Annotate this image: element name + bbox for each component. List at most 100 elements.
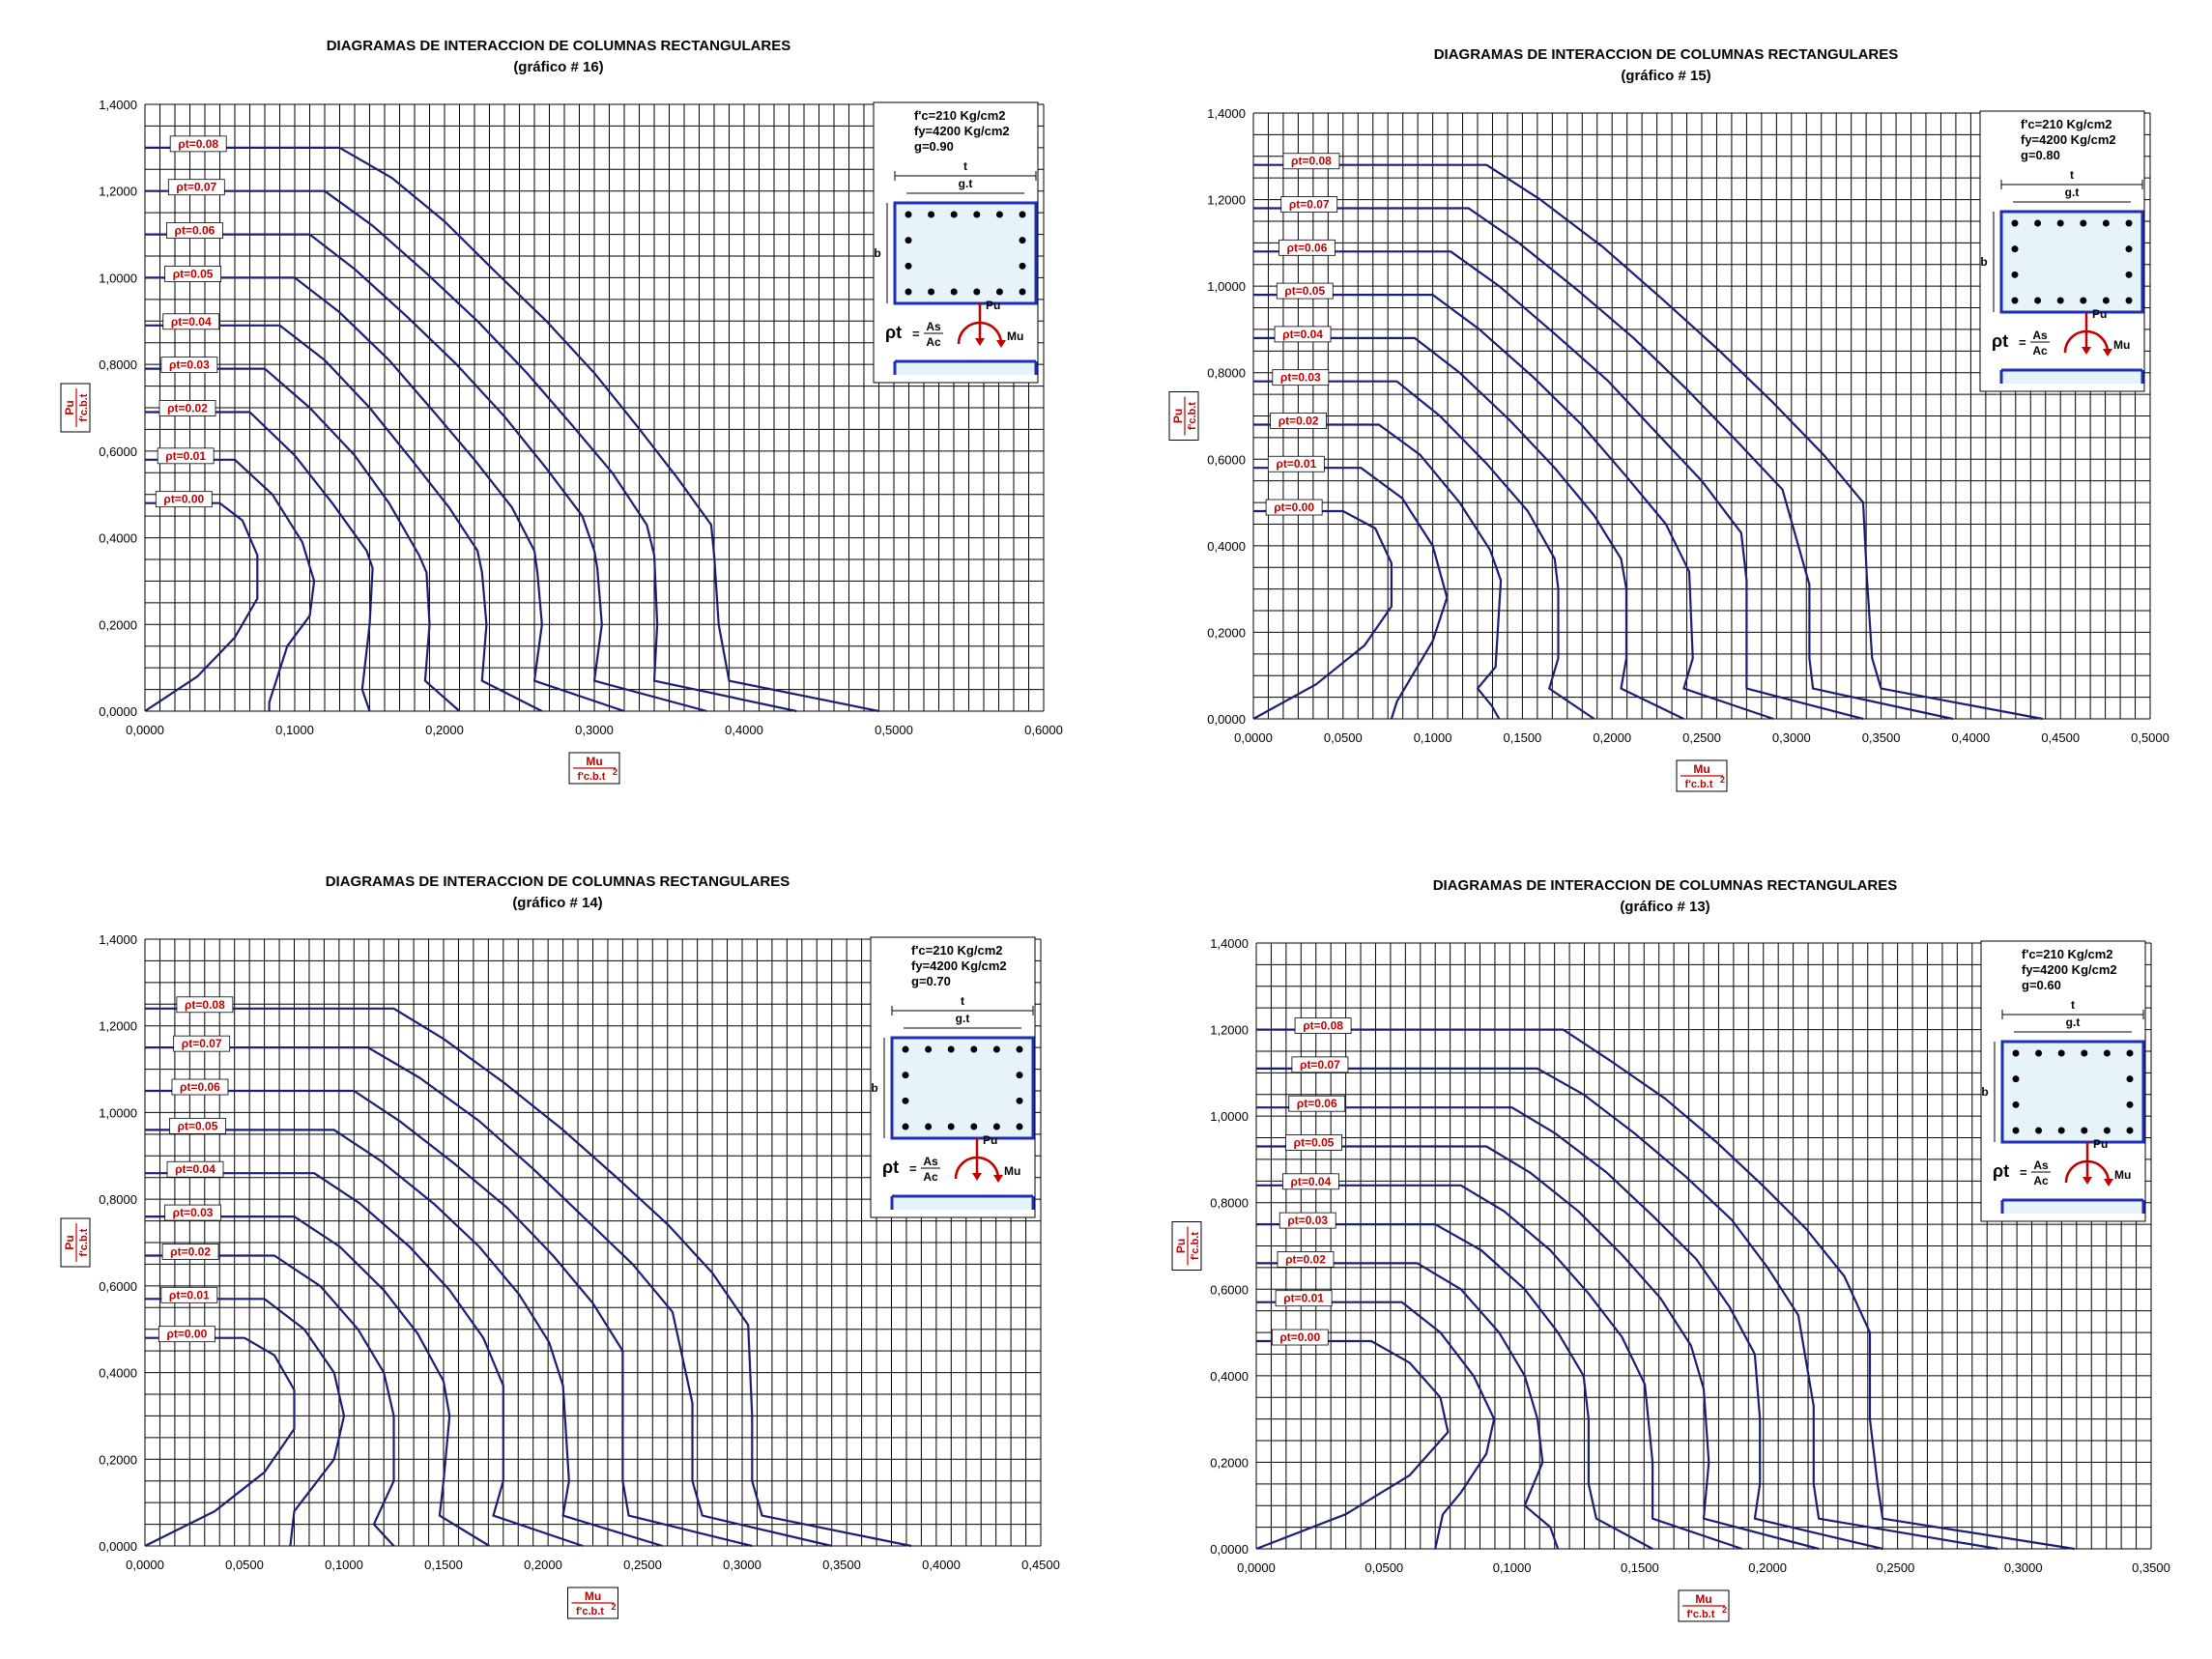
rebar-dot	[947, 1045, 955, 1053]
rebar-dot	[973, 211, 981, 218]
rebar-dot	[2034, 297, 2042, 304]
y-tick-label: 0,6000	[1207, 452, 1246, 467]
x-tick-label: 0,1000	[275, 723, 314, 737]
mu-arc-icon	[957, 321, 1003, 345]
rebar-dot	[905, 237, 912, 244]
y-tick-label: 1,0000	[99, 271, 137, 285]
y-axis-label-den: f'c.b.t	[78, 1228, 90, 1256]
series-line-3	[1253, 380, 1595, 720]
x-tick-label: 0,3000	[1772, 730, 1811, 745]
info-box-line: fy=4200 Kg/cm2	[914, 124, 1010, 138]
mu-label: Mu	[1007, 329, 1023, 343]
y-tick-label: 0,6000	[99, 444, 137, 459]
x-tick-label: 0,3000	[575, 723, 614, 737]
chart-title: DIAGRAMAS DE INTERACCION DE COLUMNAS REC…	[1433, 877, 1898, 894]
series-label-box	[164, 1204, 221, 1221]
x-tick-label: 0,2500	[1877, 1560, 1915, 1575]
x-tick-label: 0,4000	[922, 1558, 961, 1572]
x-axis-label: Mu f'c.b.t 2	[1676, 759, 1728, 792]
x-tick-label: 0,1500	[424, 1558, 463, 1572]
x-tick-label: 0,4000	[725, 723, 763, 737]
rebar-dot	[2012, 1127, 2020, 1134]
series-label-6: ρt=0.06	[166, 222, 223, 239]
x-tick-label: 0,4500	[1021, 1558, 1060, 1572]
rebar-dot	[947, 1123, 955, 1130]
rebar-dot	[2035, 1127, 2043, 1134]
series-line-2	[145, 411, 374, 712]
rebar-dot	[2103, 1127, 2111, 1134]
rebar-dot	[950, 211, 958, 218]
x-axis-label-num: Mu	[1695, 1592, 1711, 1606]
rebar-dot	[902, 1097, 909, 1104]
column-section	[893, 201, 1038, 305]
x-tick-label: 0,0000	[126, 723, 164, 737]
rebar-dot	[2126, 1075, 2134, 1083]
series-label-text: ρt=0.01	[165, 449, 206, 463]
y-tick-label: 0,4000	[1207, 539, 1246, 554]
series-label-box	[1282, 153, 1340, 170]
rebar-dot	[995, 211, 1003, 218]
x-tick-label: 0,0000	[126, 1558, 164, 1572]
rebar-dot	[2057, 1049, 2065, 1057]
series-label-text: ρt=0.02	[170, 1244, 211, 1258]
formula-as: As	[926, 320, 941, 333]
series-label-text: ρt=0.06	[1297, 1097, 1337, 1110]
info-box-line: fy=4200 Kg/cm2	[911, 958, 1007, 973]
y-tick-label: 1,2000	[99, 185, 137, 199]
column-section	[890, 1036, 1035, 1140]
series-label-1: ρt=0.01	[1267, 455, 1325, 472]
pu-arrowhead-icon	[2083, 1177, 2092, 1185]
chart-subtitle: (gráfico # 13)	[1620, 899, 1709, 915]
series-label-box	[155, 491, 213, 508]
mu-arrowhead-icon	[993, 1175, 1003, 1183]
series-label-text: ρt=0.05	[1284, 284, 1325, 298]
y-tick-label: 0,0000	[99, 1539, 137, 1554]
series-label-text: ρt=0.07	[176, 181, 216, 194]
chart-panel-2: DIAGRAMAS DE INTERACCION DE COLUMNAS REC…	[1168, 46, 2169, 792]
dim-gt-label: g.t	[959, 177, 973, 190]
y-axis-label-den: f'c.b.t	[78, 393, 90, 421]
series-label-box	[162, 313, 220, 330]
series-line-5	[145, 276, 625, 713]
series-label-5: ρt=0.05	[1285, 1134, 1342, 1151]
series-label-text: ρt=0.02	[1278, 414, 1319, 427]
chart-panel-1: DIAGRAMAS DE INTERACCION DE COLUMNAS REC…	[60, 38, 1063, 785]
y-tick-label: 1,0000	[99, 1105, 137, 1120]
series-line-4	[145, 1172, 584, 1548]
series-label-box	[1285, 1134, 1342, 1151]
rebar-dot	[1016, 1097, 1023, 1104]
series-line-8	[1256, 1028, 2075, 1551]
series-label-3: ρt=0.03	[164, 1204, 221, 1221]
y-tick-label: 0,0000	[1207, 712, 1246, 727]
rebar-dot	[970, 1045, 978, 1053]
series-label-box	[1274, 326, 1332, 343]
dim-t-label: t	[2070, 168, 2074, 182]
rebar-dot	[2126, 1101, 2134, 1108]
column-section	[1999, 210, 2144, 314]
x-tick-label: 0,1500	[1621, 1560, 1659, 1575]
series-label-box	[1265, 499, 1323, 516]
rebar-dot	[905, 262, 912, 270]
series-label-box	[1278, 239, 1336, 256]
mu-label: Mu	[2114, 1168, 2131, 1182]
info-box-line: f'c=210 Kg/cm2	[914, 108, 1006, 123]
info-box-footer-fill	[892, 1196, 1033, 1210]
series-label-text: ρt=0.07	[1289, 198, 1330, 212]
series-line-2	[1253, 423, 1503, 720]
grid	[144, 103, 1045, 712]
series-label-box	[158, 400, 216, 416]
series-label-text: ρt=0.05	[178, 1119, 218, 1132]
rebar-dot	[2012, 1049, 2020, 1057]
formula-as: As	[2032, 329, 2048, 342]
y-tick-label: 1,4000	[1210, 936, 1249, 951]
x-axis-label-exp: 2	[613, 767, 618, 777]
rebar-dot	[2011, 271, 2019, 278]
x-axis-label: Mu f'c.b.t 2	[1678, 1589, 1730, 1622]
series-label-text: ρt=0.03	[1287, 1214, 1328, 1227]
rebar-dot	[1019, 211, 1026, 218]
rebar-dot	[2081, 1127, 2088, 1134]
mu-arrowhead-icon	[2104, 1179, 2113, 1187]
chart-subtitle: (gráfico # 15)	[1621, 68, 1710, 84]
x-axis-label-num: Mu	[585, 1589, 601, 1603]
